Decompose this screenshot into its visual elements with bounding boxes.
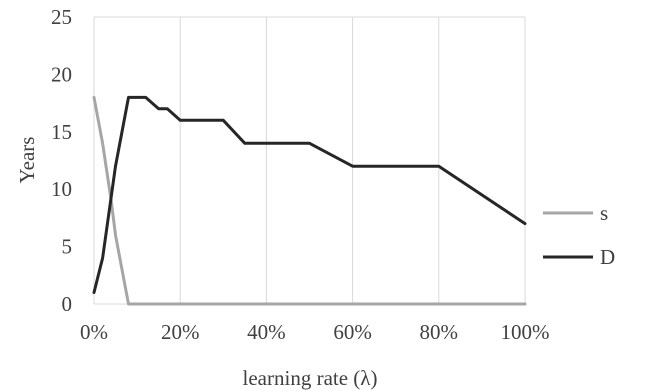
series-line-D — [92, 95, 527, 294]
series-line-s — [92, 95, 527, 306]
y-axis: 0 5 10 15 20 25 — [51, 5, 72, 316]
y-tick-label: 10 — [51, 177, 72, 201]
y-tick-label: 0 — [62, 292, 73, 316]
grid — [93, 16, 526, 305]
legend-label-s: s — [600, 201, 608, 225]
x-tick-label: 80% — [420, 320, 459, 344]
series-layer — [92, 95, 527, 306]
y-tick-label: 25 — [51, 5, 72, 29]
x-tick-label: 100% — [501, 320, 550, 344]
x-tick-label: 60% — [333, 320, 372, 344]
x-axis-label: learning rate (λ) — [243, 366, 378, 390]
y-tick-label: 15 — [51, 120, 72, 144]
x-axis: 0% 20% 40% 60% 80% 100% — [80, 320, 550, 344]
legend: sD — [543, 201, 615, 269]
x-tick-label: 0% — [80, 320, 108, 344]
x-tick-label: 40% — [247, 320, 286, 344]
y-axis-label: Years — [15, 137, 39, 184]
legend-label-D: D — [600, 245, 615, 269]
y-tick-label: 5 — [62, 235, 73, 259]
y-tick-label: 20 — [51, 62, 72, 86]
x-tick-label: 20% — [161, 320, 200, 344]
